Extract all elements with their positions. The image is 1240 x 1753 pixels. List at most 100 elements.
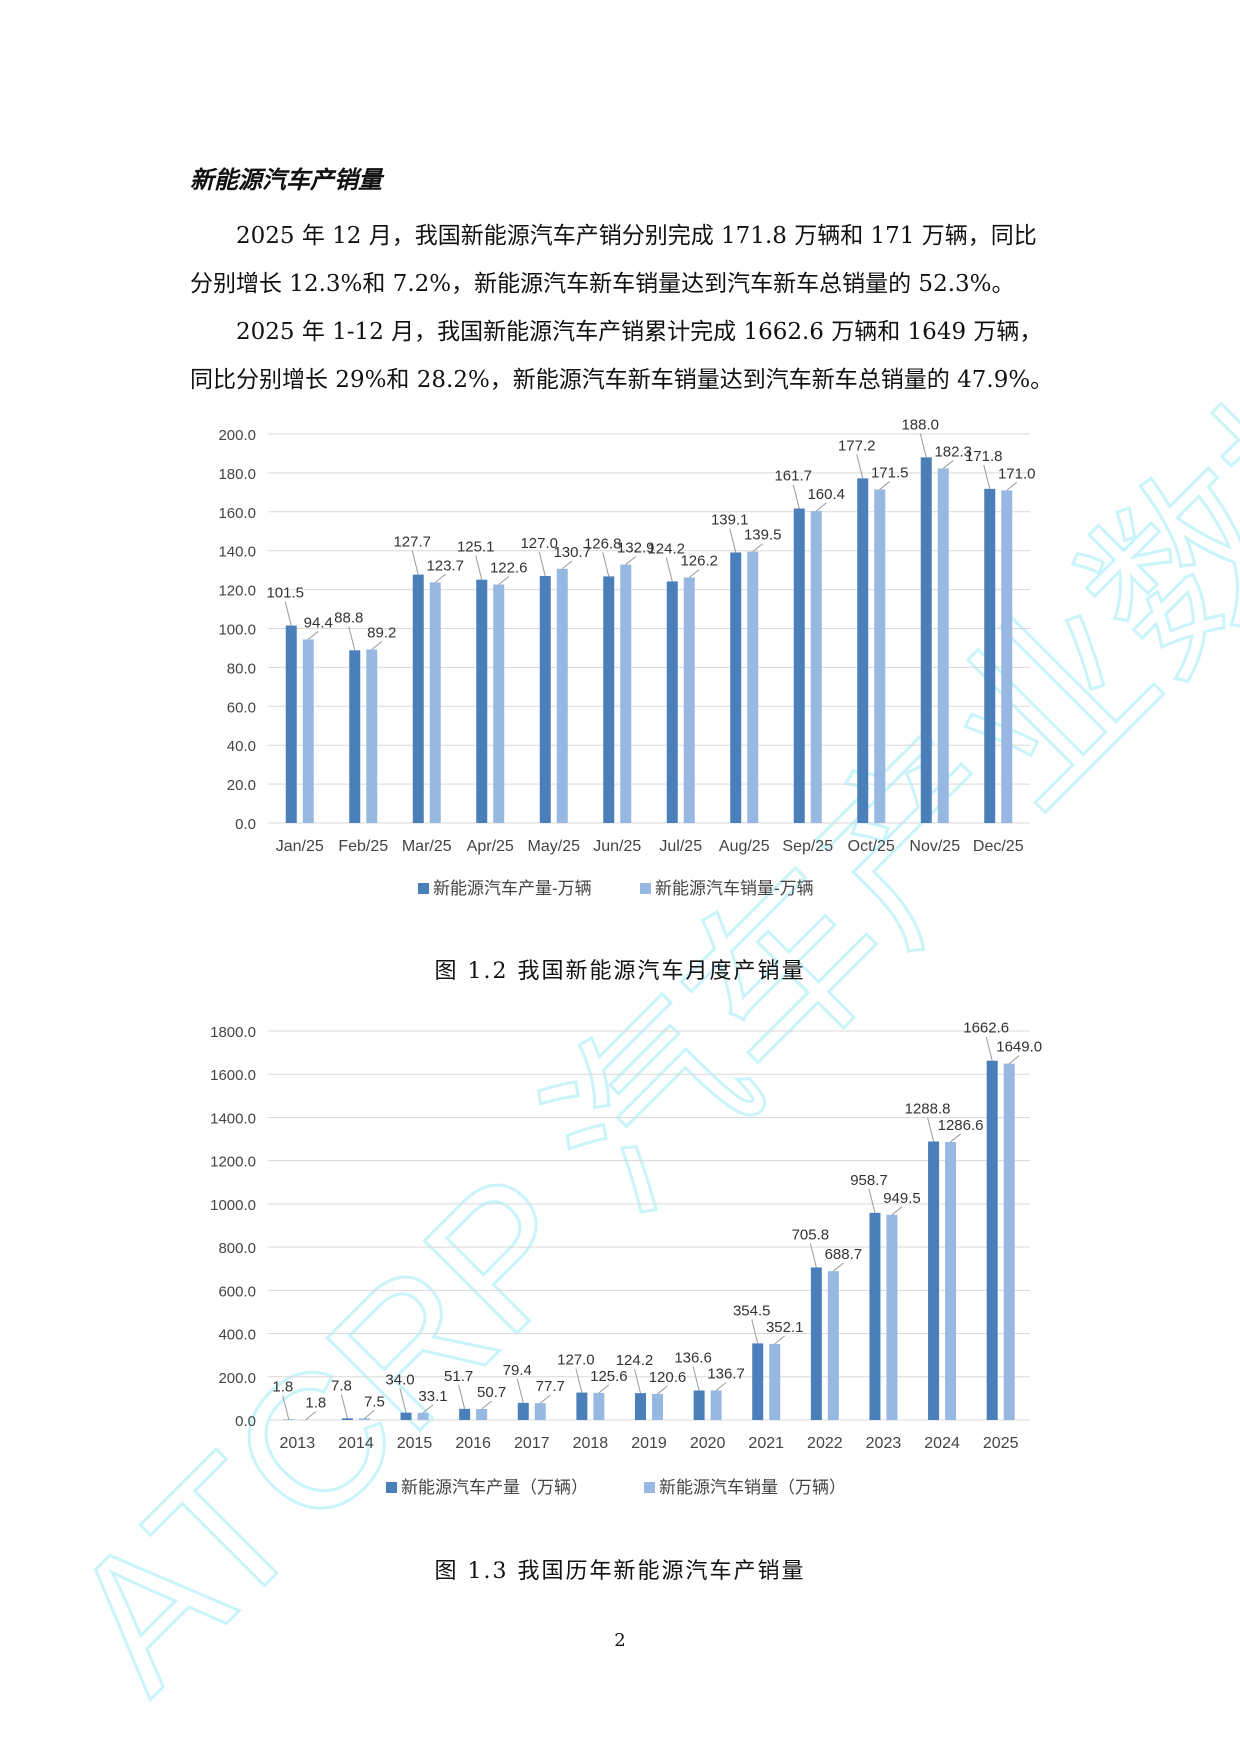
data-label: 120.6 <box>649 1369 687 1386</box>
x-tick-label: 2018 <box>573 1435 609 1452</box>
data-label-leader <box>809 1243 817 1268</box>
data-label-leader <box>657 1385 668 1395</box>
data-label-leader <box>284 601 292 626</box>
bar-production <box>341 1418 353 1420</box>
data-label: 89.2 <box>367 625 396 642</box>
data-label: 1649.0 <box>996 1039 1042 1056</box>
data-label: 958.7 <box>850 1172 888 1189</box>
y-tick-label: 140.0 <box>218 544 256 561</box>
bar-production <box>986 1060 998 1420</box>
x-tick-label: Oct/25 <box>848 838 895 855</box>
x-tick-label: 2017 <box>514 1435 550 1452</box>
bar-production <box>576 1392 588 1420</box>
data-label-leader <box>692 1366 700 1391</box>
bar-production <box>539 575 551 823</box>
bar-production <box>349 650 361 823</box>
data-label-leader <box>307 631 319 640</box>
data-label-leader <box>751 1319 759 1344</box>
x-tick-label: 2013 <box>280 1435 316 1452</box>
data-label-leader <box>305 1411 317 1421</box>
data-label-leader <box>282 1395 290 1420</box>
data-label: 7.8 <box>331 1377 352 1394</box>
y-tick-label: 1800.0 <box>210 1024 256 1041</box>
data-label-leader <box>919 433 927 458</box>
y-tick-label: 40.0 <box>227 738 256 755</box>
bar-sales <box>593 1392 605 1420</box>
data-label-leader <box>475 555 483 580</box>
data-label: 127.0 <box>520 535 558 552</box>
paragraph-1-line-2: 分别增长 12.3%和 7.2%，新能源汽车新车销量达到汽车新车总销量的 52.… <box>190 271 1015 297</box>
chart-2-caption: 图 1.3 我国历年新能源汽车产销量 <box>434 1559 806 1584</box>
legend-label: 新能源汽车产量-万辆 <box>433 879 592 898</box>
x-tick-label: May/25 <box>528 838 581 855</box>
y-tick-label: 120.0 <box>218 583 256 600</box>
bar-production <box>412 574 424 823</box>
x-tick-label: Sep/25 <box>782 838 833 855</box>
data-label: 160.4 <box>807 486 845 503</box>
data-label: 122.6 <box>490 560 528 577</box>
bar-sales <box>417 1412 429 1420</box>
data-label-leader <box>815 502 827 512</box>
bar-sales <box>302 639 314 823</box>
y-tick-label: 1000.0 <box>210 1197 256 1214</box>
bar-sales <box>937 468 949 823</box>
data-label-leader <box>868 1188 876 1213</box>
bar-production <box>928 1141 940 1420</box>
legend-label: 新能源汽车销量-万辆 <box>655 879 814 898</box>
legend-label: 新能源汽车产量（万辆） <box>401 1478 588 1497</box>
data-label-leader <box>833 1262 844 1272</box>
bar-production <box>693 1390 705 1420</box>
y-tick-label: 0.0 <box>235 1413 256 1430</box>
bar-production <box>730 552 742 823</box>
bar-production <box>517 1402 529 1420</box>
data-label-leader <box>458 1384 466 1409</box>
bar-production <box>869 1212 881 1420</box>
data-label: 1286.6 <box>938 1117 984 1134</box>
data-label: 188.0 <box>901 416 939 433</box>
legend-swatch <box>386 1482 397 1493</box>
y-tick-label: 180.0 <box>218 466 256 483</box>
data-label: 127.0 <box>557 1352 595 1369</box>
bar-sales <box>874 489 886 823</box>
bar-sales <box>476 1409 488 1420</box>
page-number: 2 <box>614 1630 626 1651</box>
data-label: 688.7 <box>825 1246 863 1263</box>
data-label: 123.7 <box>426 557 464 574</box>
chart-1-caption: 图 1.2 我国新能源汽车月度产销量 <box>434 959 806 984</box>
bar-production <box>285 625 297 823</box>
bar-sales <box>886 1214 898 1420</box>
data-label-leader <box>729 528 737 553</box>
data-label-leader <box>434 574 446 583</box>
paragraph-2-line-2: 同比分别增长 29%和 28.2%，新能源汽车新车销量达到汽车新车总销量的 47… <box>190 367 1054 393</box>
data-label: 1288.8 <box>905 1100 951 1117</box>
data-label: 33.1 <box>418 1388 447 1405</box>
data-label: 139.1 <box>711 511 749 528</box>
x-tick-label: 2019 <box>631 1435 667 1452</box>
data-label: 136.7 <box>707 1365 745 1382</box>
data-label: 130.7 <box>553 544 591 561</box>
data-label-leader <box>498 576 510 585</box>
data-label-leader <box>688 569 700 578</box>
data-label: 51.7 <box>444 1368 473 1385</box>
bar-production <box>793 508 805 823</box>
data-label-leader <box>539 1394 551 1404</box>
data-label: 161.7 <box>774 467 812 484</box>
data-label: 139.5 <box>744 527 782 544</box>
data-label-leader <box>985 1036 993 1061</box>
data-label: 124.2 <box>616 1352 654 1369</box>
x-tick-label: Jul/25 <box>659 838 702 855</box>
data-label: 354.5 <box>733 1302 771 1319</box>
x-tick-label: 2023 <box>866 1435 902 1452</box>
bar-production <box>635 1393 646 1420</box>
data-label-leader <box>602 552 610 577</box>
bar-sales <box>1003 1063 1015 1420</box>
data-label-leader <box>950 1133 961 1143</box>
data-label: 182.3 <box>934 443 972 460</box>
bar-sales <box>620 564 632 823</box>
y-tick-label: 1200.0 <box>210 1154 256 1171</box>
y-tick-label: 200.0 <box>218 1370 256 1387</box>
data-label: 705.8 <box>792 1226 830 1243</box>
data-label-leader <box>340 1394 348 1419</box>
data-label-leader <box>364 1409 375 1419</box>
